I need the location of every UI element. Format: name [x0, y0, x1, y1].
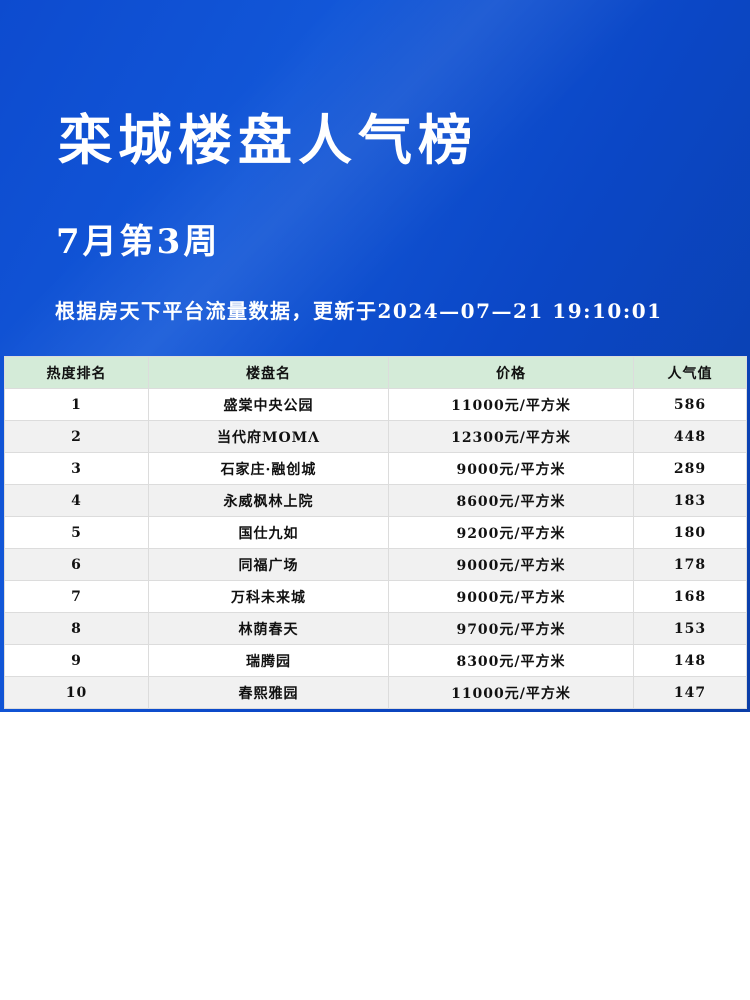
- table-row: 3 石家庄·融创城 9000元/平方米 289: [4, 452, 747, 485]
- table-row: 8 林荫春天 9700元/平方米 153: [4, 612, 747, 645]
- cell-rank: 1: [4, 388, 149, 421]
- page-title: 栾城楼盘人气榜: [58, 108, 478, 172]
- cell-rank: 6: [4, 548, 149, 581]
- cell-popularity: 586: [633, 388, 747, 421]
- cell-popularity: 148: [633, 644, 747, 677]
- cell-popularity: 178: [633, 548, 747, 581]
- cell-name: 永威枫林上院: [148, 484, 389, 517]
- cell-price: 9000元/平方米: [388, 548, 634, 581]
- cell-popularity: 180: [633, 516, 747, 549]
- cell-rank: 7: [4, 580, 149, 613]
- cell-rank: 8: [4, 612, 149, 645]
- cell-popularity: 153: [633, 612, 747, 645]
- cell-name: 林荫春天: [148, 612, 389, 645]
- cell-name: 当代府MOMΛ: [148, 420, 389, 453]
- cell-price: 9700元/平方米: [388, 612, 634, 645]
- table-row: 10 春熙雅园 11000元/平方米 147: [4, 676, 747, 709]
- cell-price: 11000元/平方米: [388, 676, 634, 709]
- cell-name: 石家庄·融创城: [148, 452, 389, 485]
- cell-rank: 4: [4, 484, 149, 517]
- table-row: 6 同福广场 9000元/平方米 178: [4, 548, 747, 581]
- cell-popularity: 168: [633, 580, 747, 613]
- header-popularity: 人气值: [633, 356, 747, 389]
- cell-rank: 3: [4, 452, 149, 485]
- cell-name: 同福广场: [148, 548, 389, 581]
- cell-price: 9000元/平方米: [388, 580, 634, 613]
- cell-rank: 5: [4, 516, 149, 549]
- ranking-table: 热度排名 楼盘名 价格 人气值 1 盛棠中央公园 11000元/平方米 586 2 当代府…: [4, 356, 747, 709]
- cell-rank: 9: [4, 644, 149, 677]
- cell-popularity: 289: [633, 452, 747, 485]
- table-row: 7 万科未来城 9000元/平方米 168: [4, 580, 747, 613]
- cell-price: 9200元/平方米: [388, 516, 634, 549]
- table-row: 5 国仕九如 9200元/平方米 180: [4, 516, 747, 549]
- table-row: 9 瑞腾园 8300元/平方米 148: [4, 644, 747, 677]
- cell-name: 春熙雅园: [148, 676, 389, 709]
- cell-price: 8600元/平方米: [388, 484, 634, 517]
- cell-name: 瑞腾园: [148, 644, 389, 677]
- cell-price: 11000元/平方米: [388, 388, 634, 421]
- header-rank: 热度排名: [4, 356, 149, 389]
- cell-name: 国仕九如: [148, 516, 389, 549]
- cell-rank: 2: [4, 420, 149, 453]
- cell-popularity: 448: [633, 420, 747, 453]
- header-price: 价格: [388, 356, 634, 389]
- table-row: 1 盛棠中央公园 11000元/平方米 586: [4, 388, 747, 421]
- cell-popularity: 183: [633, 484, 747, 517]
- cell-name: 盛棠中央公园: [148, 388, 389, 421]
- update-info: 根据房天下平台流量数据，更新于2024—07—21 19:10:01: [55, 299, 663, 323]
- header-name: 楼盘名: [148, 356, 389, 389]
- table-header-row: 热度排名 楼盘名 价格 人气值: [4, 356, 747, 389]
- cell-rank: 10: [4, 676, 149, 709]
- cell-name: 万科未来城: [148, 580, 389, 613]
- week-label: 7月第3周: [56, 222, 221, 262]
- cell-price: 12300元/平方米: [388, 420, 634, 453]
- table-row: 2 当代府MOMΛ 12300元/平方米 448: [4, 420, 747, 453]
- cell-popularity: 147: [633, 676, 747, 709]
- table-row: 4 永威枫林上院 8600元/平方米 183: [4, 484, 747, 517]
- cell-price: 8300元/平方米: [388, 644, 634, 677]
- cell-price: 9000元/平方米: [388, 452, 634, 485]
